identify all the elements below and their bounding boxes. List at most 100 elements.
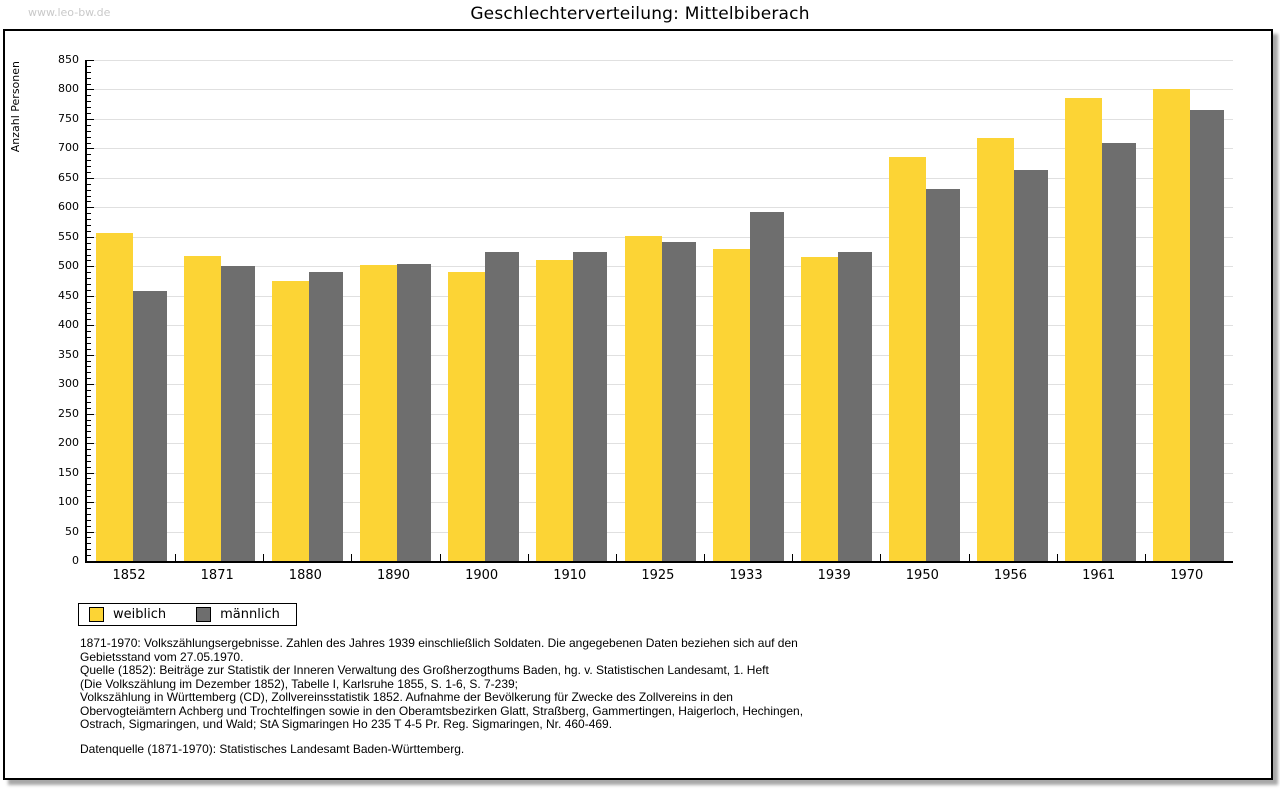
x-axis-tick [616, 554, 617, 561]
x-axis-tick [792, 554, 793, 561]
x-tick-label: 1871 [200, 568, 234, 583]
gridline [87, 207, 1233, 208]
y-axis-tick [87, 319, 91, 320]
y-axis-tick [87, 95, 91, 96]
y-axis-tick [87, 502, 94, 503]
y-axis-tick [87, 455, 91, 456]
x-axis-tick [1057, 554, 1058, 561]
y-axis-tick [87, 78, 91, 79]
y-axis-tick [87, 143, 91, 144]
bar-männlich-1961 [1102, 143, 1136, 561]
x-tick-label: 1970 [1170, 568, 1204, 583]
bar-männlich-1956 [1014, 170, 1048, 561]
x-tick-label: 1910 [553, 568, 587, 583]
y-axis-tick [87, 184, 91, 185]
y-tick-label: 100 [58, 495, 79, 508]
y-axis-tick [87, 543, 91, 544]
bar-weiblich-1939 [801, 257, 838, 561]
x-tick-label: 1880 [288, 568, 322, 583]
bar-weiblich-1880 [272, 281, 309, 561]
y-axis-tick [87, 478, 91, 479]
y-axis-tick [87, 467, 91, 468]
y-axis-tick [87, 231, 91, 232]
y-axis-tick [87, 125, 91, 126]
y-axis-tick [87, 154, 91, 155]
bar-männlich-1933 [750, 212, 784, 561]
bar-männlich-1970 [1190, 110, 1224, 561]
y-axis-tick [87, 284, 91, 285]
plot-area [85, 60, 1233, 563]
x-tick-label: 1956 [993, 568, 1028, 583]
y-axis-tick [87, 113, 91, 114]
y-axis-tick [87, 201, 91, 202]
y-tick-label: 400 [58, 318, 79, 331]
y-axis-tick [87, 355, 94, 356]
y-axis-tick [87, 449, 91, 450]
legend-label-weiblich: weiblich [113, 607, 167, 622]
y-axis-tick [87, 260, 91, 261]
y-axis-tick [87, 484, 91, 485]
y-axis-tick [87, 190, 91, 191]
x-tick-label: 1950 [905, 568, 939, 583]
x-axis-tick [440, 554, 441, 561]
y-axis-tick [87, 361, 91, 362]
y-axis-tick [87, 443, 94, 444]
y-axis-tick [87, 219, 91, 220]
legend: weiblich männlich [78, 603, 297, 626]
y-tick-label: 300 [58, 377, 79, 390]
y-tick-label: 650 [58, 171, 79, 184]
y-axis-tick [87, 372, 91, 373]
y-tick-label: 50 [65, 525, 79, 538]
x-axis-tick [175, 554, 176, 561]
y-axis-tick [87, 431, 91, 432]
y-axis-tick [87, 420, 91, 421]
y-axis-tick [87, 89, 94, 90]
bar-männlich-1950 [926, 189, 960, 561]
y-axis-tick [87, 331, 91, 332]
bar-weiblich-1910 [536, 260, 573, 561]
x-tick-label: 1852 [112, 568, 146, 583]
y-tick-label: 200 [58, 436, 79, 449]
bar-männlich-1910 [573, 252, 607, 561]
y-axis-tick [87, 249, 91, 250]
y-axis-tick [87, 101, 91, 102]
y-axis-tick [87, 414, 94, 415]
y-axis-tick [87, 166, 91, 167]
y-axis-tick [87, 84, 91, 85]
bar-weiblich-1925 [625, 236, 662, 561]
y-axis-tick [87, 255, 91, 256]
x-tick-label: 1925 [641, 568, 675, 583]
y-axis-tick [87, 461, 91, 462]
y-axis-tick [87, 207, 94, 208]
gridline [87, 119, 1233, 120]
y-axis-tick [87, 425, 91, 426]
datasource-line: Datenquelle (1871-1970): Statistisches L… [80, 742, 465, 756]
footnote-line: Volkszählung in Württemberg (CD), Zollve… [80, 690, 733, 704]
bar-männlich-1890 [397, 264, 431, 561]
bar-weiblich-1933 [713, 249, 750, 561]
bar-männlich-1880 [309, 272, 343, 561]
y-axis-tick [87, 408, 91, 409]
y-axis-tick [87, 508, 91, 509]
x-axis-labels: 1852 1871 1880 1890 1900 1910 1925 1933 1939 1950… [85, 568, 1231, 583]
y-axis-tick-labels: 0 50 100 150 200 250 300 350 400 450 500 550 600 650 7… [39, 54, 79, 567]
footnote-line: (Die Volkszählung im Dezember 1852), Tab… [80, 676, 519, 691]
gridline [87, 178, 1233, 179]
y-axis-tick [87, 496, 91, 497]
y-axis-tick [87, 172, 91, 173]
y-tick-label: 750 [58, 112, 79, 125]
y-axis-tick [87, 537, 91, 538]
x-axis-tick [969, 554, 970, 561]
y-axis-tick [87, 72, 91, 73]
y-axis-tick [87, 390, 91, 391]
bar-weiblich-1961 [1065, 98, 1102, 561]
y-axis-tick [87, 532, 94, 533]
bar-weiblich-1956 [977, 138, 1014, 561]
y-tick-label: 250 [58, 407, 79, 420]
bar-weiblich-1852 [96, 233, 133, 561]
y-axis-tick [87, 160, 91, 161]
gridline [87, 60, 1233, 61]
y-tick-label: 850 [58, 53, 79, 66]
y-axis-tick [87, 237, 94, 238]
x-tick-label: 1961 [1082, 568, 1116, 583]
